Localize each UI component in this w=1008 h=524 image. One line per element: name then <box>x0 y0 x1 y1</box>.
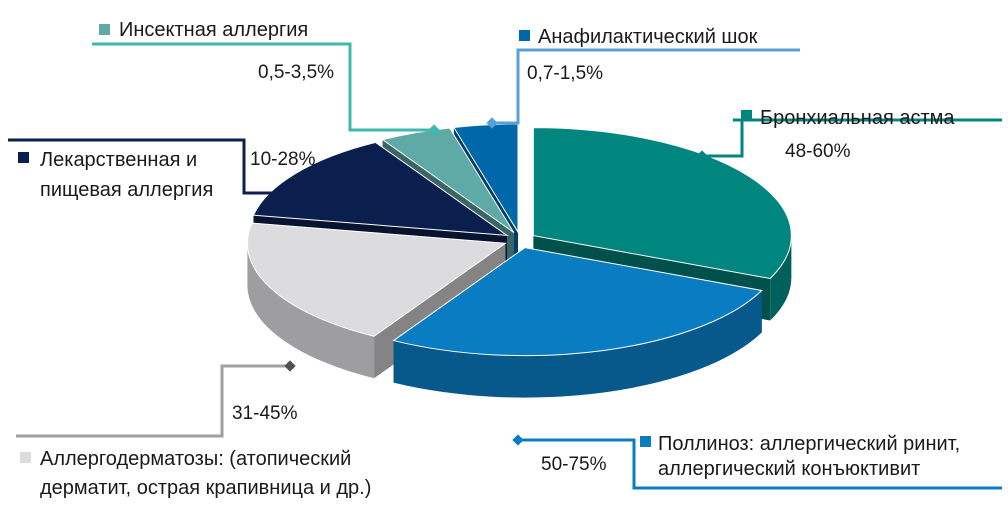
pie-slices <box>246 123 792 398</box>
label-drug-line2: пищевая аллергия <box>40 179 213 201</box>
label-pollinosis-line2: аллергический конъюктивит <box>658 458 920 480</box>
legend-marker-dermatoses <box>20 452 31 463</box>
legend-marker-asthma <box>741 110 752 121</box>
legend-marker-anaphylaxis <box>519 30 530 41</box>
range-dermatoses: 31-45% <box>232 403 298 424</box>
leader-dot-dermatoses <box>284 360 296 372</box>
label-insect: Инсектная аллергия <box>119 19 308 41</box>
slice-insect <box>381 127 515 234</box>
range-pollinosis: 50-75% <box>541 454 607 475</box>
leader-dot-pollinosis <box>512 434 524 446</box>
leader-dot-asthma <box>696 150 708 162</box>
range-anaphylaxis: 0,7-1,5% <box>527 63 603 84</box>
leader-line-dermatoses <box>16 364 290 438</box>
leader-dot-drug <box>278 187 290 199</box>
leader-line-insect <box>92 42 434 132</box>
legend-markers <box>18 24 752 463</box>
range-asthma: 48-60% <box>785 141 851 162</box>
legend-marker-pollinosis <box>640 436 651 447</box>
label-anaphylaxis: Анафилактический шок <box>538 26 758 48</box>
label-pollinosis-line1: Поллиноз: аллергический ринит, <box>658 433 960 455</box>
slice-asthma-side-0 <box>770 235 792 321</box>
range-drug: 10-28% <box>250 149 316 170</box>
range-labels: 0,5-3,5% 0,7-1,5% 48-60% 10-28% 31-45% 5… <box>232 62 851 475</box>
slice-asthma <box>532 127 792 280</box>
leader-line-pollinosis <box>518 438 1002 490</box>
slice-pollinosis-side-0 <box>393 290 762 398</box>
range-insect: 0,5-3,5% <box>258 62 334 83</box>
slice-drug <box>252 141 509 237</box>
leader-line-drug <box>8 138 284 195</box>
leader-line-asthma-hook <box>702 120 744 158</box>
legend-marker-insect <box>99 24 110 35</box>
label-dermatoses-line1: Аллергодерматозы: (атопический <box>40 448 351 470</box>
leader-dots <box>278 117 708 446</box>
pie-tops <box>246 123 792 357</box>
category-labels: Инсектная аллергия Анафилактический шок … <box>40 19 960 499</box>
slice-dermatoses <box>246 222 507 337</box>
leader-lines <box>8 42 1002 490</box>
label-drug-line1: Лекарственная и <box>40 149 197 171</box>
leader-line-anaphylaxis <box>492 48 800 125</box>
slice-dermatoses-side-0 <box>247 243 375 379</box>
slice-pollinosis <box>392 247 763 357</box>
label-asthma: Бронхиальная астма <box>760 107 955 129</box>
legend-marker-drug <box>18 152 29 163</box>
label-dermatoses-line2: дерматит, острая крапивница и др.) <box>40 477 371 499</box>
